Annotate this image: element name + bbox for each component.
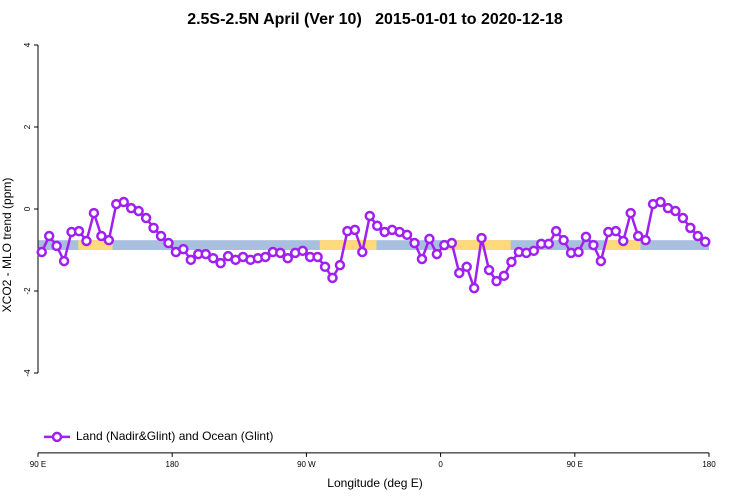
y-tick-label: 4	[23, 42, 32, 47]
x-tick-label: 90 E	[567, 460, 583, 469]
marker	[88, 207, 100, 219]
marker	[357, 246, 368, 258]
marker	[319, 261, 331, 273]
marker	[178, 243, 189, 255]
marker	[51, 240, 62, 252]
marker	[483, 264, 495, 276]
marker	[118, 196, 129, 208]
marker	[677, 212, 689, 224]
marker	[431, 248, 443, 260]
marker	[96, 230, 107, 242]
marker	[550, 225, 562, 237]
marker	[700, 236, 711, 248]
x-tick-label: 0	[438, 460, 443, 469]
y-tick-label: -4	[23, 369, 32, 377]
marker	[416, 253, 428, 265]
marker	[543, 238, 554, 250]
marker	[595, 255, 607, 267]
marker	[640, 234, 651, 246]
marker	[625, 207, 636, 219]
marker	[349, 224, 361, 236]
marker	[148, 222, 159, 234]
marker	[103, 234, 115, 246]
marker	[491, 275, 502, 287]
marker	[446, 237, 458, 249]
marker	[312, 251, 323, 263]
marker	[401, 229, 413, 241]
marker	[334, 259, 346, 271]
marker	[453, 267, 465, 279]
marker	[558, 234, 569, 246]
marker	[81, 235, 92, 247]
marker	[185, 254, 197, 266]
marker	[371, 220, 383, 232]
x-axis-title: Longitude (deg E)	[327, 476, 422, 490]
marker	[610, 225, 622, 237]
marker	[685, 222, 696, 234]
marker	[155, 230, 167, 242]
marker	[36, 246, 47, 258]
marker	[364, 210, 376, 222]
marker	[163, 237, 174, 249]
marker	[297, 245, 308, 257]
marker	[476, 232, 487, 244]
marker	[409, 237, 420, 249]
y-tick-label: 0	[23, 206, 32, 211]
marker	[573, 246, 584, 258]
marker	[260, 251, 271, 263]
x-tick-label: 90 W	[297, 460, 316, 469]
marker	[692, 230, 704, 242]
marker	[282, 252, 294, 264]
y-tick-label: -2	[23, 287, 32, 295]
marker	[632, 230, 644, 242]
legend-marker	[51, 431, 63, 443]
marker	[73, 225, 85, 237]
marker	[528, 245, 540, 257]
marker	[215, 257, 226, 269]
marker	[588, 239, 599, 251]
marker	[580, 231, 592, 243]
band-highlight	[78, 240, 113, 250]
band-highlight	[319, 240, 377, 250]
marker	[43, 230, 55, 242]
legend-label: Land (Nadir&Glint) and Ocean (Glint)	[76, 429, 273, 443]
marker	[506, 256, 517, 268]
marker	[498, 270, 510, 282]
y-tick-label: 2	[23, 124, 32, 129]
x-tick-label: 90 E	[30, 460, 46, 469]
marker	[133, 205, 144, 217]
marker	[207, 252, 219, 264]
marker	[275, 247, 286, 259]
marker	[424, 233, 435, 245]
marker	[461, 261, 472, 273]
marker	[58, 255, 70, 267]
x-tick-label: 180	[702, 460, 716, 469]
marker	[655, 196, 666, 208]
marker	[468, 282, 480, 294]
marker	[618, 235, 629, 247]
x-tick-label: 180	[166, 460, 180, 469]
marker	[200, 248, 211, 260]
marker	[327, 272, 338, 284]
marker	[670, 205, 681, 217]
chart-title: 2.5S-2.5N April (Ver 10) 2015-01-01 to 2…	[187, 11, 563, 28]
y-axis-title: XCO2 - MLO trend (ppm)	[0, 178, 14, 313]
marker	[140, 212, 152, 224]
